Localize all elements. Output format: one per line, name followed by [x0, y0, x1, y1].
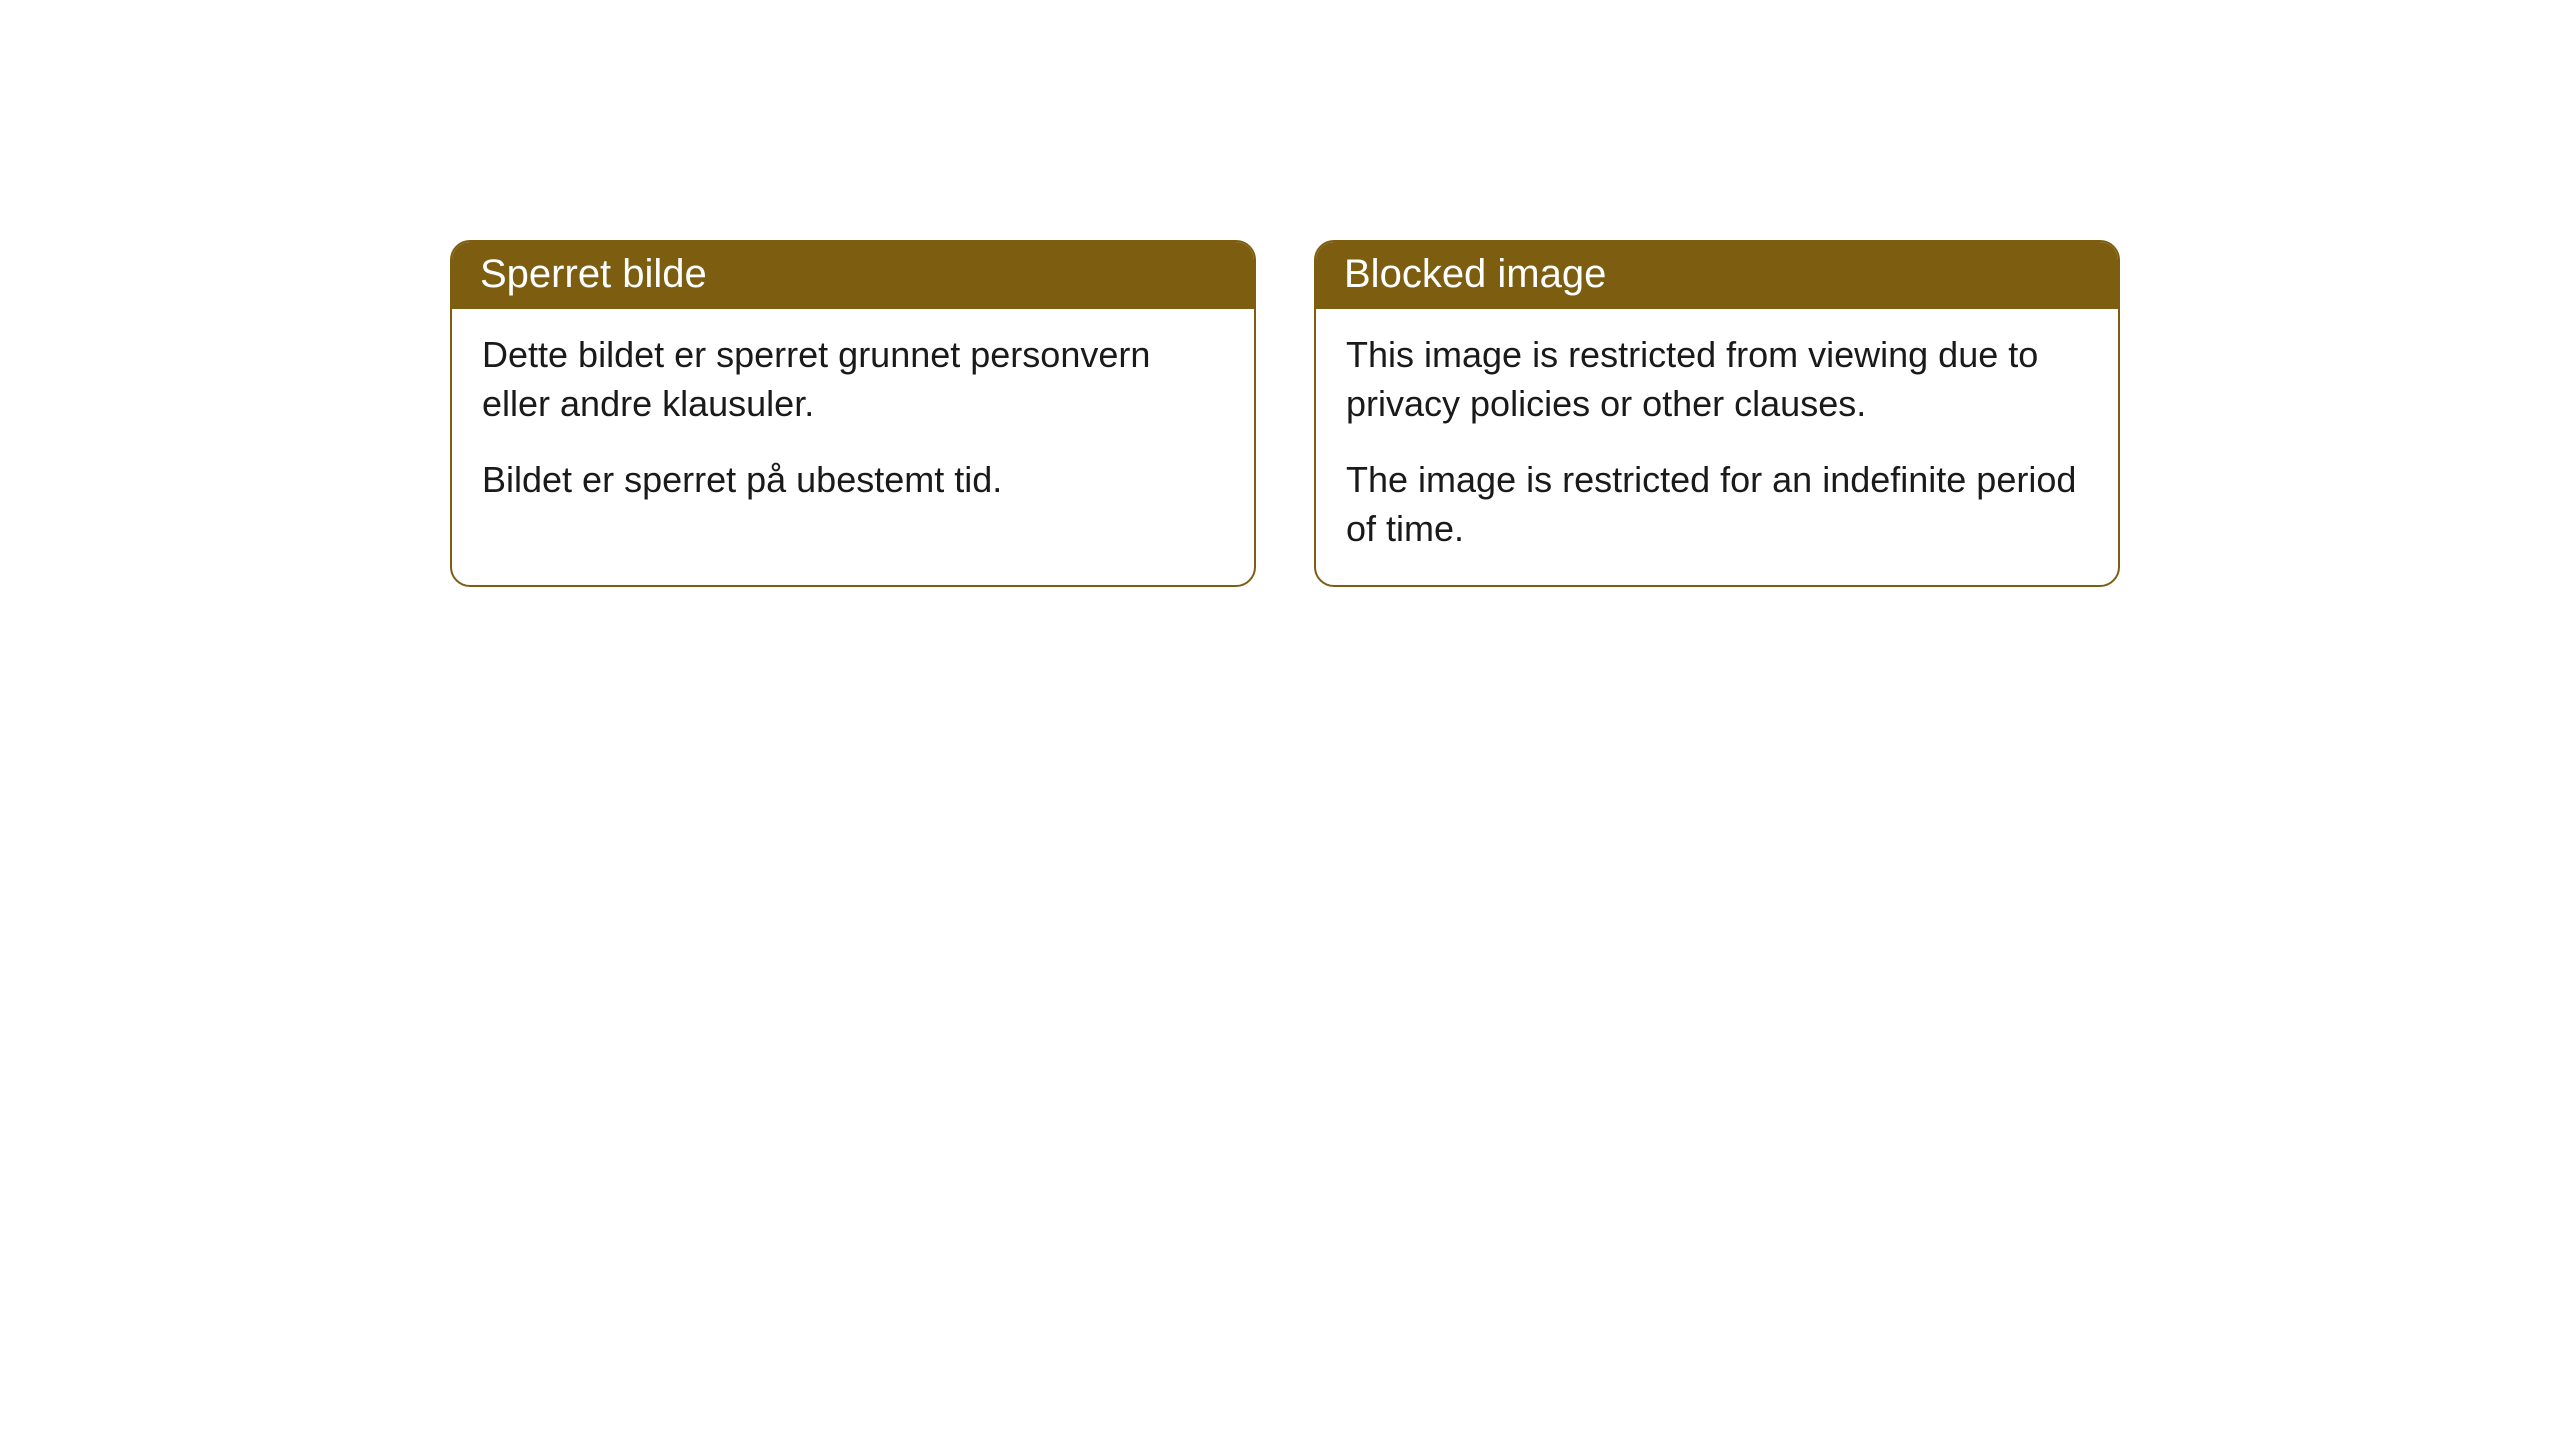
blocked-image-card-norwegian: Sperret bilde Dette bildet er sperret gr… — [450, 240, 1256, 587]
card-body-english: This image is restricted from viewing du… — [1316, 309, 2118, 585]
card-title: Sperret bilde — [480, 252, 707, 296]
blocked-image-card-english: Blocked image This image is restricted f… — [1314, 240, 2120, 587]
card-paragraph: The image is restricted for an indefinit… — [1346, 456, 2090, 553]
card-paragraph: Dette bildet er sperret grunnet personve… — [482, 331, 1226, 428]
card-title: Blocked image — [1344, 252, 1606, 296]
notice-cards-container: Sperret bilde Dette bildet er sperret gr… — [450, 240, 2120, 587]
card-body-norwegian: Dette bildet er sperret grunnet personve… — [452, 309, 1254, 537]
card-paragraph: This image is restricted from viewing du… — [1346, 331, 2090, 428]
card-paragraph: Bildet er sperret på ubestemt tid. — [482, 456, 1226, 505]
card-header-english: Blocked image — [1316, 242, 2118, 309]
card-header-norwegian: Sperret bilde — [452, 242, 1254, 309]
